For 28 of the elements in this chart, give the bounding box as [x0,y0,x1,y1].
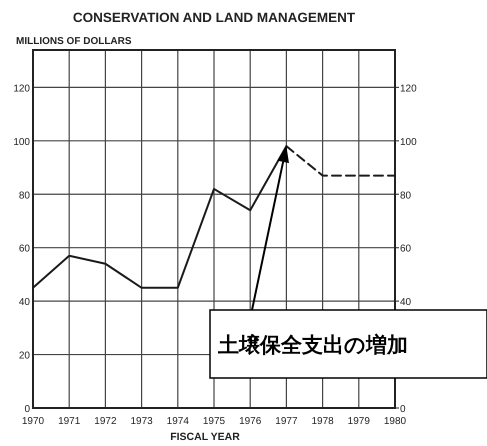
y2-tick-label: 80 [400,190,412,202]
x-tick-label: 1974 [166,416,190,427]
y2-tick-label: 40 [400,297,412,308]
x-tick-label: 1979 [348,416,370,427]
chart-title: CONSERVATION AND LAND MANAGEMENT [72,10,356,25]
y-tick-label: 60 [18,244,30,255]
annotation: 土壌保全支出の増加 [217,333,408,357]
y2-tick-label: 100 [400,136,418,148]
y2-tick-label: 120 [400,83,418,94]
x-tick-label: 1978 [311,416,334,427]
y-tick-label: 100 [13,136,30,148]
y-tick-label: 120 [13,83,30,94]
y-tick-label: 40 [18,297,30,308]
y2-tick-label: 0 [400,404,406,415]
x-tick-label: 1976 [239,416,262,427]
x-tick-label: 1972 [94,416,117,427]
y-tick-label: 0 [24,404,30,415]
y-tick-label: 20 [18,350,30,362]
x-tick-label: 1971 [58,416,81,427]
x-tick-label: 1973 [130,416,154,427]
x-axis-title: FISCAL YEAR [170,431,240,443]
x-tick-label: 1975 [202,416,226,427]
x-tick-label: 1977 [275,416,298,427]
y-tick-label: 80 [18,190,30,202]
y2-tick-label: 60 [400,244,412,255]
y-axis-title: MILLIONS OF DOLLARS [16,36,132,47]
x-tick-label: 1980 [384,416,407,427]
x-tick-label: 1970 [22,416,45,427]
